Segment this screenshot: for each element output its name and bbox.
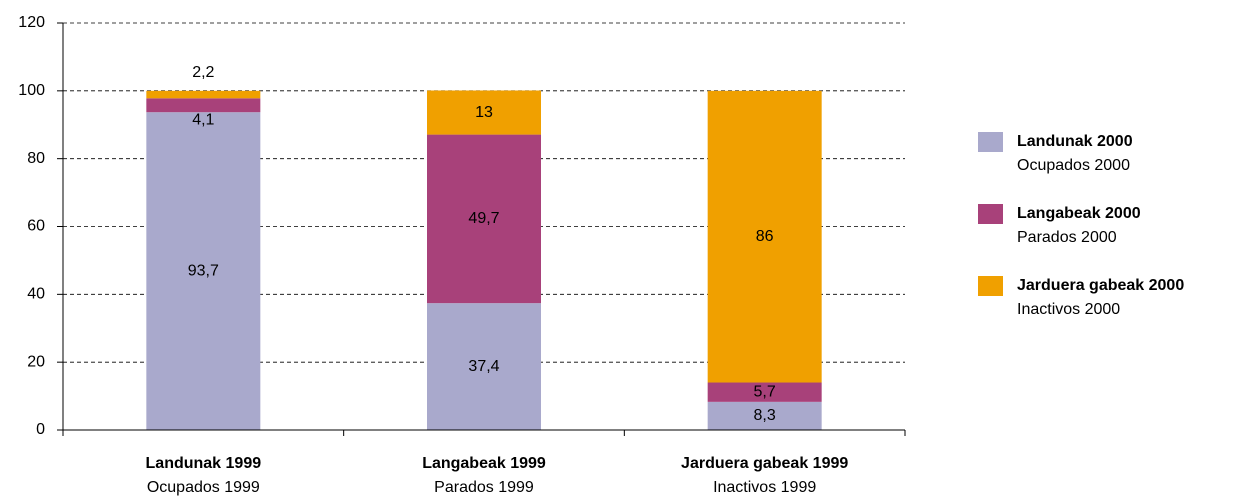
- y-tick-label: 100: [18, 82, 45, 99]
- y-tick-label: 60: [27, 218, 45, 235]
- legend-label: Jarduera gabeak 2000: [1017, 277, 1184, 294]
- legend-swatch: [978, 204, 1003, 224]
- value-label: 13: [475, 104, 493, 121]
- bar-segment: [707, 382, 822, 402]
- bar-segment: [427, 90, 541, 135]
- x-tick-sublabel: Parados 1999: [434, 479, 534, 496]
- y-tick-label: 20: [27, 353, 45, 370]
- bar-segment: [427, 303, 541, 430]
- y-tick-label: 120: [18, 14, 45, 31]
- value-label: 5,7: [754, 383, 776, 400]
- value-label: 49,7: [468, 210, 499, 227]
- legend-sublabel: Inactivos 2000: [1017, 301, 1120, 318]
- legend-swatch: [978, 132, 1003, 152]
- bar-segment: [146, 112, 261, 430]
- legend-label: Langabeak 2000: [1017, 205, 1141, 222]
- bar-segment: [707, 90, 822, 383]
- bar-segment: [427, 134, 541, 304]
- bar-segment: [146, 98, 261, 113]
- value-label: 86: [756, 228, 774, 245]
- value-label: 93,7: [188, 262, 219, 279]
- y-tick-label: 80: [27, 150, 45, 167]
- legend-label: Landunak 2000: [1017, 133, 1133, 150]
- legend-swatch: [978, 276, 1003, 296]
- y-tick-label: 40: [27, 286, 45, 303]
- x-tick-label: Jarduera gabeak 1999: [681, 455, 848, 472]
- value-label: 4,1: [192, 111, 214, 128]
- bar-segment: [146, 90, 261, 99]
- value-label: 37,4: [468, 358, 499, 375]
- x-tick-label: Landunak 1999: [146, 455, 262, 472]
- x-tick-sublabel: Ocupados 1999: [147, 479, 260, 496]
- value-label: 8,3: [754, 407, 776, 424]
- x-tick-label: Langabeak 1999: [422, 455, 546, 472]
- legend-sublabel: Ocupados 2000: [1017, 157, 1130, 174]
- legend-sublabel: Parados 2000: [1017, 229, 1117, 246]
- y-tick-label: 0: [36, 421, 45, 438]
- bar-segment: [707, 401, 822, 430]
- x-tick-sublabel: Inactivos 1999: [713, 479, 816, 496]
- value-label: 2,2: [192, 64, 214, 81]
